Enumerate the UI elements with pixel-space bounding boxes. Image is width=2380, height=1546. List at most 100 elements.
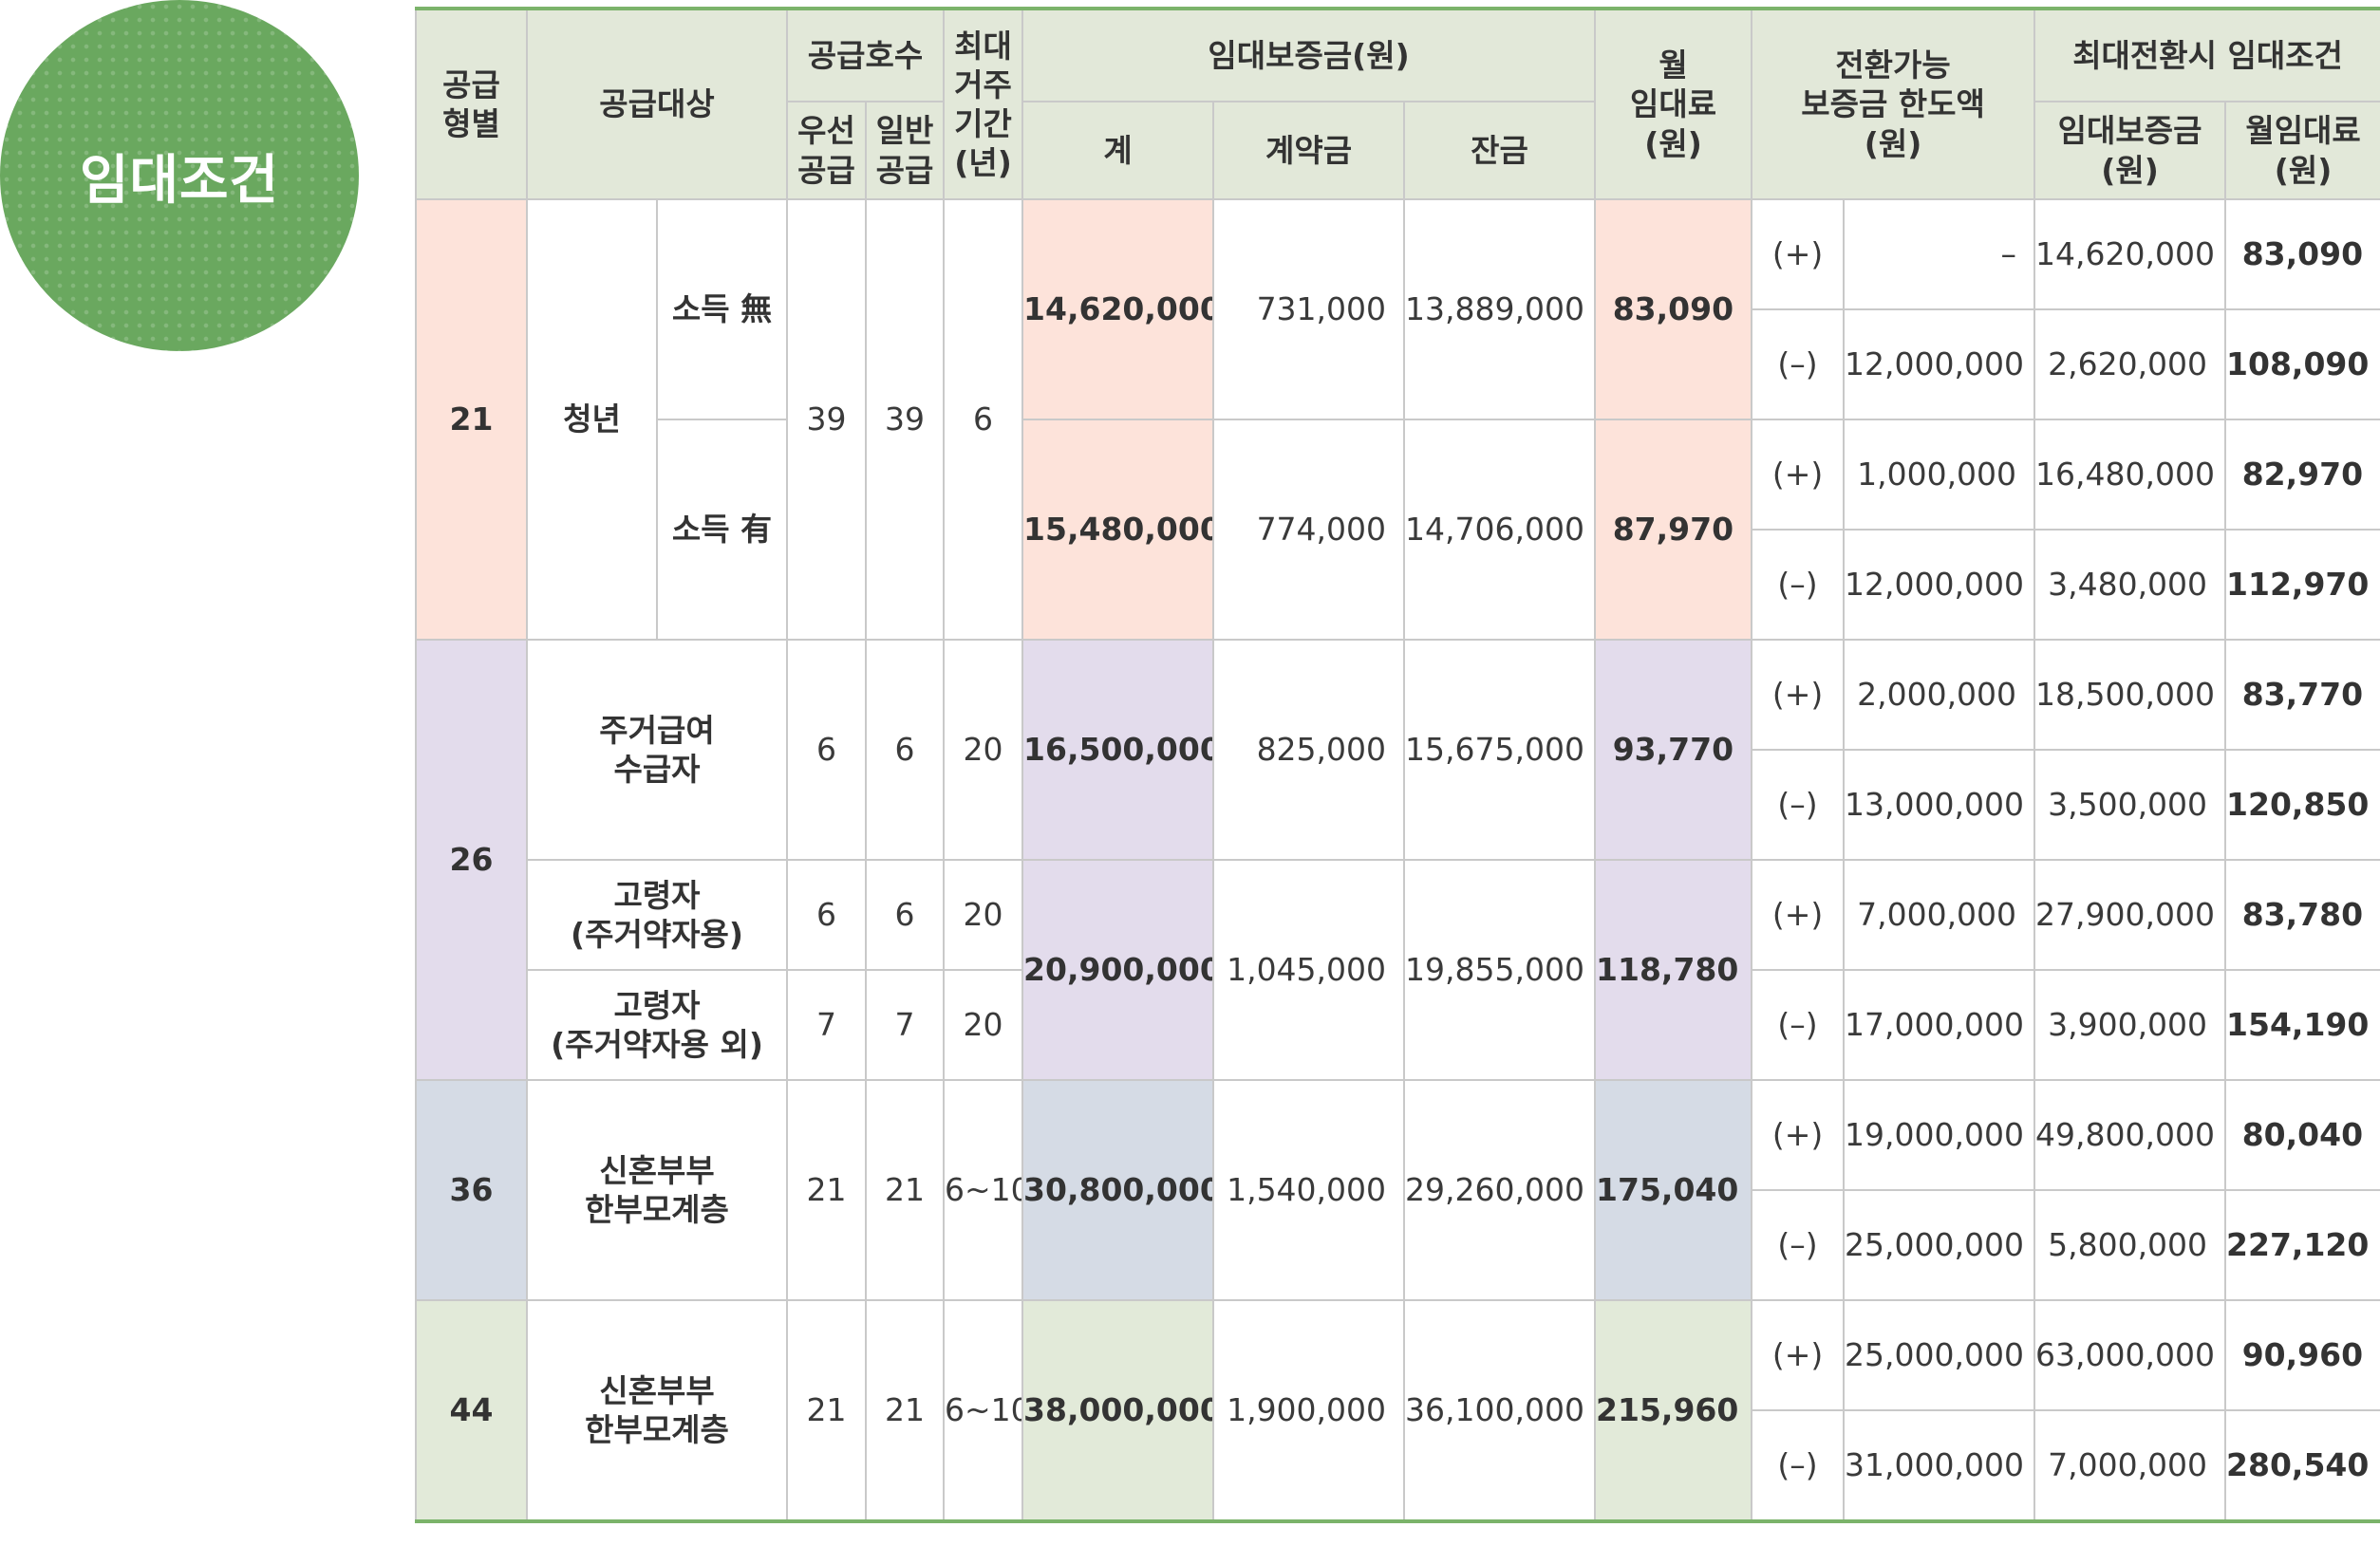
- max-deposit-cell: 3,480,000: [2033, 529, 2227, 641]
- target-cell: 주거급여 수급자: [525, 639, 789, 861]
- monthly-rent-cell: 87,970: [1594, 419, 1753, 641]
- conversion-limit-cell: 25,000,000: [1843, 1189, 2036, 1301]
- table-row: (–) 31,000,000 7,000,000 280,540: [416, 1409, 2380, 1522]
- max-monthly-cell: 108,090: [2224, 308, 2380, 420]
- section-badge-label: 임대조건: [79, 149, 280, 212]
- conversion-sign-cell: (+): [1751, 859, 1846, 971]
- header-convertible-limit: 전환가능 보증금 한도액 (원): [1751, 8, 2036, 200]
- conversion-limit-cell: 25,000,000: [1843, 1299, 2036, 1411]
- conversion-sign-cell: (+): [1751, 1079, 1846, 1191]
- monthly-rent-cell: 93,770: [1594, 639, 1753, 861]
- header-deposit-balance: 잔금: [1403, 101, 1597, 200]
- conversion-sign-cell: (–): [1751, 969, 1846, 1081]
- header-units: 공급호수: [786, 8, 946, 102]
- header-deposit-total: 계: [1021, 101, 1215, 200]
- deposit-contract-cell: 1,900,000: [1212, 1299, 1406, 1522]
- conversion-sign-cell: (–): [1751, 1189, 1846, 1301]
- target-cell: 청년: [526, 198, 658, 641]
- header-units-priority: 우선 공급: [786, 101, 868, 200]
- conversion-sign-cell: (–): [1751, 1409, 1846, 1522]
- conversion-sign-cell: (–): [1751, 529, 1846, 641]
- target-cell: 고령자 (주거약자용): [525, 859, 789, 971]
- deposit-total-cell: 20,900,000: [1021, 859, 1215, 1081]
- conversion-sign-cell: (–): [1751, 749, 1846, 861]
- max-monthly-cell: 90,960: [2224, 1299, 2380, 1411]
- deposit-total-cell: 16,500,000: [1021, 639, 1215, 861]
- supply-type-cell: 26: [415, 639, 528, 1081]
- deposit-total-cell: 15,480,000: [1021, 419, 1215, 641]
- header-max-monthly: 월임대료 (원): [2224, 101, 2380, 200]
- priority-units-cell: 7: [786, 969, 868, 1081]
- max-period-cell: 6: [943, 198, 1024, 641]
- max-deposit-cell: 14,620,000: [2033, 198, 2227, 310]
- table-row: (–) 12,000,000 2,620,000 108,090: [416, 308, 2380, 420]
- conversion-limit-cell: 12,000,000: [1843, 529, 2036, 641]
- general-units-cell: 6: [865, 639, 946, 861]
- deposit-contract-cell: 774,000: [1212, 419, 1406, 641]
- rent-conditions-table: 공급 형별 공급대상 공급호수 최대 거주 기간 (년) 임대보증금(원) 월 임대료(…: [415, 7, 2380, 1523]
- deposit-contract-cell: 731,000: [1212, 198, 1406, 420]
- max-monthly-cell: 112,970: [2224, 529, 2380, 641]
- general-units-cell: 7: [865, 969, 946, 1081]
- max-monthly-cell: 83,090: [2224, 198, 2380, 310]
- table-row: 고령자 (주거약자용) 6 6 20 20,900,000 1,045,000 1…: [416, 859, 2380, 1081]
- max-period-cell: 6~10: [943, 1299, 1024, 1522]
- deposit-contract-cell: 825,000: [1212, 639, 1406, 861]
- max-deposit-cell: 27,900,000: [2033, 859, 2227, 971]
- target-cell: 고령자 (주거약자용 외): [525, 969, 789, 1081]
- deposit-balance-cell: 29,260,000: [1403, 1079, 1597, 1301]
- max-deposit-cell: 7,000,000: [2033, 1409, 2227, 1522]
- header-max-conversion: 최대전환시 임대조건: [2033, 8, 2380, 102]
- conversion-limit-cell: 13,000,000: [1843, 749, 2036, 861]
- deposit-balance-cell: 14,706,000: [1403, 419, 1597, 641]
- conversion-limit-cell: 17,000,000: [1843, 969, 2036, 1081]
- deposit-total-cell: 14,620,000: [1021, 198, 1215, 420]
- section-badge: 임대조건: [0, 0, 359, 351]
- general-units-cell: 39: [865, 198, 946, 641]
- header-target: 공급대상: [525, 8, 789, 200]
- priority-units-cell: 6: [786, 639, 868, 861]
- table-row: 26 주거급여 수급자 6 6 20 16,500,000 825,000 15,…: [415, 639, 2380, 1081]
- sub-target-cell: 소득 有: [655, 419, 789, 641]
- monthly-rent-cell: 118,780: [1594, 859, 1753, 1081]
- max-deposit-cell: 5,800,000: [2033, 1189, 2227, 1301]
- max-deposit-cell: 16,480,000: [2033, 419, 2227, 531]
- conversion-sign-cell: (–): [1751, 308, 1846, 420]
- deposit-balance-cell: 15,675,000: [1403, 639, 1597, 861]
- max-period-cell: 20: [943, 969, 1024, 1081]
- max-monthly-cell: 280,540: [2224, 1409, 2380, 1522]
- general-units-cell: 21: [865, 1079, 946, 1301]
- monthly-rent-cell: 175,040: [1594, 1079, 1753, 1301]
- conversion-sign-cell: (+): [1751, 639, 1846, 751]
- monthly-rent-cell: 83,090: [1594, 198, 1753, 420]
- deposit-contract-cell: 1,045,000: [1212, 859, 1406, 1081]
- priority-units-cell: 21: [786, 1299, 868, 1522]
- deposit-contract-cell: 1,540,000: [1212, 1079, 1406, 1301]
- target-cell: 신혼부부 한부모계층: [525, 1079, 789, 1301]
- header-deposit: 임대보증금(원): [1021, 8, 1597, 102]
- max-period-cell: 20: [943, 859, 1024, 971]
- priority-units-cell: 6: [786, 859, 868, 971]
- conversion-limit-cell: 1,000,000: [1843, 419, 2036, 531]
- conversion-limit-cell: 2,000,000: [1843, 639, 2036, 751]
- max-monthly-cell: 120,850: [2224, 749, 2380, 861]
- general-units-cell: 21: [865, 1299, 946, 1522]
- conversion-limit-cell: 12,000,000: [1843, 308, 2036, 420]
- table-row: (–) 13,000,000 3,500,000 120,850: [416, 749, 2380, 861]
- header-row-1: 공급 형별 공급대상 공급호수 최대 거주 기간 (년) 임대보증금(원) 월 임대료(…: [415, 8, 2380, 200]
- max-deposit-cell: 3,900,000: [2033, 969, 2227, 1081]
- general-units-cell: 6: [865, 859, 946, 971]
- conversion-limit-cell: 31,000,000: [1843, 1409, 2036, 1522]
- max-deposit-cell: 63,000,000: [2033, 1299, 2227, 1411]
- max-monthly-cell: 154,190: [2224, 969, 2380, 1081]
- deposit-balance-cell: 36,100,000: [1403, 1299, 1597, 1522]
- max-monthly-cell: 227,120: [2224, 1189, 2380, 1301]
- header-deposit-contract: 계약금: [1212, 101, 1406, 200]
- conversion-sign-cell: (+): [1751, 1299, 1846, 1411]
- conversion-sign-cell: (+): [1751, 198, 1846, 310]
- supply-type-cell: 36: [415, 1079, 528, 1301]
- max-deposit-cell: 3,500,000: [2033, 749, 2227, 861]
- deposit-balance-cell: 13,889,000: [1403, 198, 1597, 420]
- header-units-general: 일반 공급: [865, 101, 946, 200]
- supply-type-cell: 44: [415, 1299, 528, 1522]
